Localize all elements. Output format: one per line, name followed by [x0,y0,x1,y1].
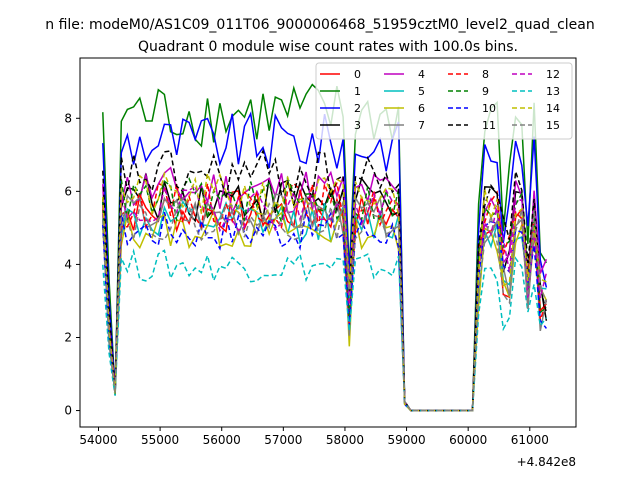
legend-label-5: 5 [418,85,425,98]
series-line-15 [102,196,548,412]
series-line-5 [102,200,547,412]
legend-label-3: 3 [354,119,361,132]
legend-label-2: 2 [354,102,361,115]
y-tick-label-4: 4 [64,257,72,271]
series-line-13 [102,248,547,412]
legend-label-4: 4 [418,68,425,81]
legend-label-14: 14 [546,102,560,115]
legend-label-7: 7 [418,119,425,132]
legend-label-1: 1 [354,85,361,98]
x-tick-label-55000: 55000 [141,433,179,447]
plot-frame [79,57,577,428]
x-tick-label-54000: 54000 [79,433,117,447]
x-offset-label: +4.842e8 [517,455,576,469]
x-tick-label-59000: 59000 [387,433,425,447]
legend-label-6: 6 [418,102,425,115]
x-tick-label-61000: 61000 [511,433,549,447]
legend-label-15: 15 [546,119,560,132]
legend-label-8: 8 [482,68,489,81]
legend-label-10: 10 [482,102,496,115]
x-tick-label-58000: 58000 [326,433,364,447]
x-tick-label-60000: 60000 [449,433,487,447]
legend-label-0: 0 [354,68,361,81]
series-line-11 [102,148,548,412]
y-tick-label-8: 8 [64,111,72,125]
legend-label-12: 12 [546,68,560,81]
x-tick-label-57000: 57000 [264,433,302,447]
series-line-10 [102,209,547,412]
y-tick-label-2: 2 [64,330,72,344]
x-tick-label-56000: 56000 [203,433,241,447]
chart-title: Quadrant 0 module wise count rates with … [138,39,518,55]
legend-box [315,62,573,140]
figure-suptitle: n file: modeM0/AS1C09_011T06_9000006468_… [45,17,594,33]
legend-label-11: 11 [482,119,496,132]
y-tick-label-0: 0 [64,404,72,418]
legend-label-13: 13 [546,85,560,98]
legend-label-9: 9 [482,85,489,98]
y-tick-label-6: 6 [64,184,72,198]
